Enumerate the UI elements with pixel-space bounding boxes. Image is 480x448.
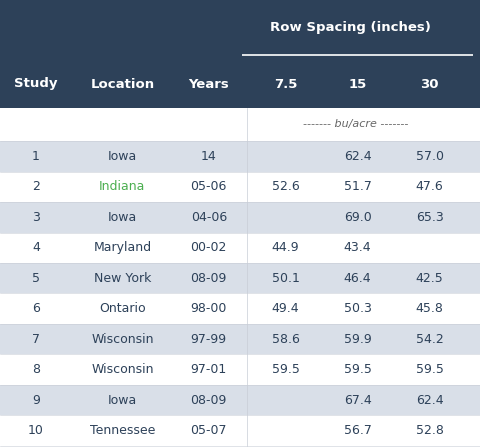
Text: 50.1: 50.1	[272, 271, 300, 285]
Bar	[0, 202, 480, 233]
Text: 62.4: 62.4	[416, 393, 444, 407]
Text: 52.6: 52.6	[272, 180, 300, 194]
Text: Iowa: Iowa	[108, 150, 137, 163]
Text: 50.3: 50.3	[344, 302, 372, 315]
Bar	[0, 172, 480, 202]
Text: 04-06: 04-06	[191, 211, 227, 224]
Text: 59.9: 59.9	[344, 332, 372, 346]
Bar	[0, 0, 480, 60]
Text: 7.5: 7.5	[274, 78, 297, 90]
Text: 54.2: 54.2	[416, 332, 444, 346]
Text: 97-01: 97-01	[191, 363, 227, 376]
Text: 05-07: 05-07	[191, 424, 227, 437]
Text: Indiana: Indiana	[99, 180, 145, 194]
Text: 05-06: 05-06	[191, 180, 227, 194]
Text: 44.9: 44.9	[272, 241, 300, 254]
Text: 6: 6	[32, 302, 40, 315]
Text: 3: 3	[32, 211, 40, 224]
Text: 58.6: 58.6	[272, 332, 300, 346]
Bar	[0, 108, 480, 141]
Text: 7: 7	[32, 332, 40, 346]
Text: 56.7: 56.7	[344, 424, 372, 437]
Text: 62.4: 62.4	[344, 150, 372, 163]
Text: 57.0: 57.0	[416, 150, 444, 163]
Bar	[0, 233, 480, 263]
Text: 14: 14	[201, 150, 216, 163]
Text: 00-02: 00-02	[191, 241, 227, 254]
Bar	[0, 354, 480, 385]
Bar	[0, 60, 480, 108]
Text: 08-09: 08-09	[191, 393, 227, 407]
Text: 97-99: 97-99	[191, 332, 227, 346]
Text: 9: 9	[32, 393, 40, 407]
Bar	[0, 385, 480, 415]
Bar	[0, 446, 480, 448]
Bar	[0, 293, 480, 324]
Text: 43.4: 43.4	[344, 241, 372, 254]
Text: 5: 5	[32, 271, 40, 285]
Text: Row Spacing (inches): Row Spacing (inches)	[270, 21, 431, 34]
Text: 46.4: 46.4	[344, 271, 372, 285]
Bar	[0, 263, 480, 293]
Text: 42.5: 42.5	[416, 271, 444, 285]
Bar	[0, 141, 480, 172]
Text: 65.3: 65.3	[416, 211, 444, 224]
Text: Study: Study	[14, 78, 58, 90]
Text: Maryland: Maryland	[93, 241, 152, 254]
Text: Ontario: Ontario	[99, 302, 146, 315]
Text: 4: 4	[32, 241, 40, 254]
Text: 59.5: 59.5	[416, 363, 444, 376]
Text: 59.5: 59.5	[272, 363, 300, 376]
Text: 45.8: 45.8	[416, 302, 444, 315]
Bar	[0, 324, 480, 354]
Text: Wisconsin: Wisconsin	[91, 332, 154, 346]
Text: 08-09: 08-09	[191, 271, 227, 285]
Text: Wisconsin: Wisconsin	[91, 363, 154, 376]
Text: Location: Location	[90, 78, 155, 90]
Text: 47.6: 47.6	[416, 180, 444, 194]
Text: 98-00: 98-00	[191, 302, 227, 315]
Text: Iowa: Iowa	[108, 393, 137, 407]
Text: New York: New York	[94, 271, 151, 285]
Text: Tennessee: Tennessee	[90, 424, 155, 437]
Text: 30: 30	[420, 78, 439, 90]
Text: Years: Years	[189, 78, 229, 90]
Text: ------- bu/acre -------: ------- bu/acre -------	[302, 119, 408, 129]
Bar	[0, 415, 480, 446]
Text: 1: 1	[32, 150, 40, 163]
Text: 8: 8	[32, 363, 40, 376]
Text: Iowa: Iowa	[108, 211, 137, 224]
Text: 59.5: 59.5	[344, 363, 372, 376]
Text: 52.8: 52.8	[416, 424, 444, 437]
Text: 15: 15	[348, 78, 367, 90]
Text: 67.4: 67.4	[344, 393, 372, 407]
Text: 49.4: 49.4	[272, 302, 300, 315]
Text: 10: 10	[28, 424, 44, 437]
Text: 51.7: 51.7	[344, 180, 372, 194]
Text: 69.0: 69.0	[344, 211, 372, 224]
Text: 2: 2	[32, 180, 40, 194]
